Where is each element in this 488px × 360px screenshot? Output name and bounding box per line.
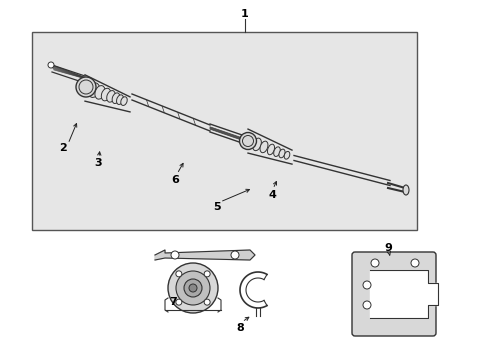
Ellipse shape <box>260 141 267 153</box>
Ellipse shape <box>402 185 408 195</box>
Ellipse shape <box>106 91 115 102</box>
Circle shape <box>203 271 210 277</box>
Circle shape <box>410 259 418 267</box>
Polygon shape <box>369 270 437 318</box>
Text: 3: 3 <box>94 158 102 168</box>
Bar <box>32 32 416 230</box>
Text: 9: 9 <box>383 243 391 253</box>
Circle shape <box>176 271 209 305</box>
Polygon shape <box>155 250 254 260</box>
Ellipse shape <box>76 77 96 97</box>
Text: 7: 7 <box>169 297 177 307</box>
Ellipse shape <box>244 135 254 149</box>
Ellipse shape <box>88 83 100 98</box>
Ellipse shape <box>82 80 94 96</box>
Circle shape <box>183 279 202 297</box>
Text: 5: 5 <box>213 202 221 212</box>
Ellipse shape <box>121 97 127 105</box>
Ellipse shape <box>101 88 110 101</box>
Circle shape <box>48 62 54 68</box>
Ellipse shape <box>116 95 123 104</box>
Circle shape <box>370 259 378 267</box>
Ellipse shape <box>112 93 120 104</box>
Text: 2: 2 <box>59 143 67 153</box>
Circle shape <box>362 301 370 309</box>
Text: 8: 8 <box>236 323 244 333</box>
Circle shape <box>176 271 182 277</box>
Text: 1: 1 <box>241 9 248 19</box>
Circle shape <box>176 299 182 305</box>
Circle shape <box>362 281 370 289</box>
Ellipse shape <box>252 138 261 150</box>
Circle shape <box>168 263 218 313</box>
Ellipse shape <box>273 147 280 157</box>
Ellipse shape <box>95 86 105 99</box>
Ellipse shape <box>284 152 289 159</box>
FancyBboxPatch shape <box>351 252 435 336</box>
Text: 6: 6 <box>171 175 179 185</box>
Text: 4: 4 <box>267 190 275 200</box>
Circle shape <box>189 284 197 292</box>
Ellipse shape <box>239 132 256 149</box>
Circle shape <box>203 299 210 305</box>
Circle shape <box>171 251 179 259</box>
Ellipse shape <box>267 144 274 155</box>
Ellipse shape <box>278 149 285 158</box>
Circle shape <box>230 251 239 259</box>
